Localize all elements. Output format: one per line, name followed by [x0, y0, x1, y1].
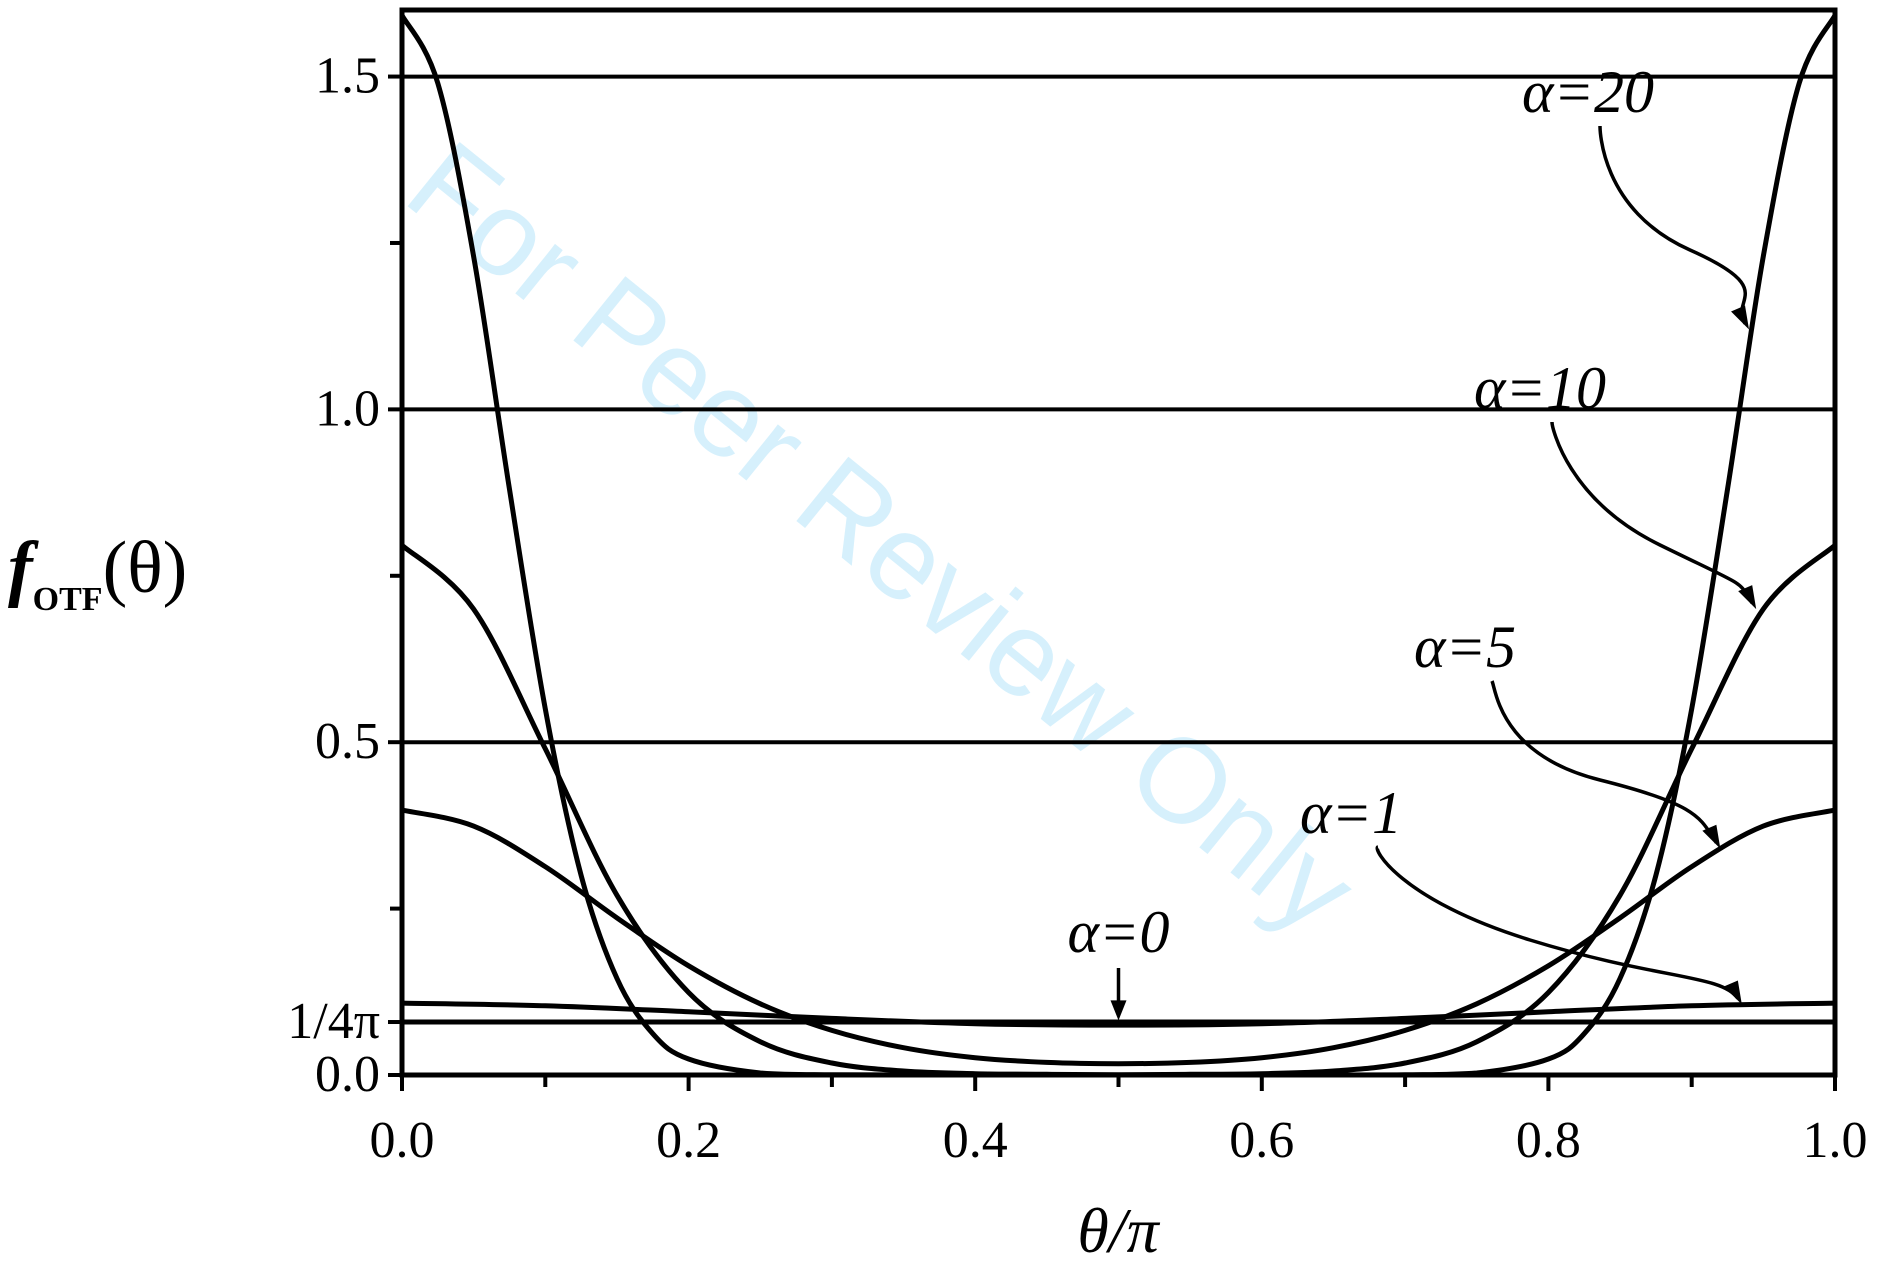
annotation-arrow-0 — [1598, 125, 1748, 325]
annotation-arrowhead-2 — [1702, 824, 1721, 849]
y-tick-label-1: 1/4π — [287, 993, 380, 1050]
annotation-arrowhead-1 — [1738, 585, 1757, 610]
series-line-alpha-5 — [401, 807, 1836, 1067]
x-tick-label-2: 0.4 — [943, 1112, 1008, 1169]
annotation-label-2: α=5 — [1414, 614, 1516, 680]
annotation-alpha-3: α=1 — [1300, 780, 1742, 1005]
annotation-arrowhead-3 — [1723, 980, 1742, 1005]
x-tick-label-3: 0.6 — [1229, 1112, 1294, 1169]
annotation-arrow-2 — [1490, 680, 1718, 844]
y-tick-label-3: 1.0 — [315, 380, 380, 437]
y-tick-label-4: 1.5 — [315, 48, 380, 105]
x-axis-title: θ/π — [1077, 1195, 1160, 1265]
y-tick-label-0: 0.0 — [315, 1046, 380, 1103]
x-tick-label-5: 1.0 — [1803, 1112, 1868, 1169]
y-tick-label-2: 0.5 — [315, 713, 380, 770]
x-tick-label-1: 0.2 — [656, 1112, 721, 1169]
watermark: For Peer Review Only — [384, 116, 1380, 959]
y-axis: 0.01/4π 0.5 1.0 1.5 — [287, 48, 1835, 1103]
annotation-arrow-1 — [1550, 421, 1754, 605]
annotation-arrow-3 — [1375, 845, 1740, 1000]
annotation-layer: α=20 α=10 α=5 α=1 α=0 — [1068, 59, 1757, 1021]
x-tick-label-4: 0.8 — [1516, 1112, 1581, 1169]
annotation-label-1: α=10 — [1474, 355, 1606, 421]
annotation-label-alpha-0: α=0 — [1068, 899, 1170, 965]
y-axis-title-arg: (θ) — [103, 527, 188, 609]
annotation-arrowhead-0 — [1731, 305, 1750, 330]
series-line-alpha-1 — [401, 1000, 1836, 1028]
y-axis-title: fOTF(θ) — [8, 527, 187, 618]
annotation-arrowhead-alpha-0 — [1110, 1000, 1127, 1021]
annotation-label-3: α=1 — [1300, 780, 1402, 846]
x-tick-label-0: 0.0 — [370, 1112, 435, 1169]
series-layer — [399, 14, 1838, 1078]
y-axis-title-sub: OTF — [33, 581, 103, 618]
series-line-alpha-20 — [399, 14, 1838, 1078]
annotation-alpha-0: α=20 — [1522, 59, 1750, 330]
annotation-alpha-1: α=10 — [1474, 355, 1757, 610]
x-axis: 0.0 0.2 0.4 0.6 0.8 1.0 — [370, 1075, 1868, 1169]
annotation-alpha-2: α=5 — [1414, 614, 1721, 849]
annotation-label-0: α=20 — [1522, 59, 1654, 125]
annotation-alpha-4: α=0 — [1068, 899, 1170, 1021]
